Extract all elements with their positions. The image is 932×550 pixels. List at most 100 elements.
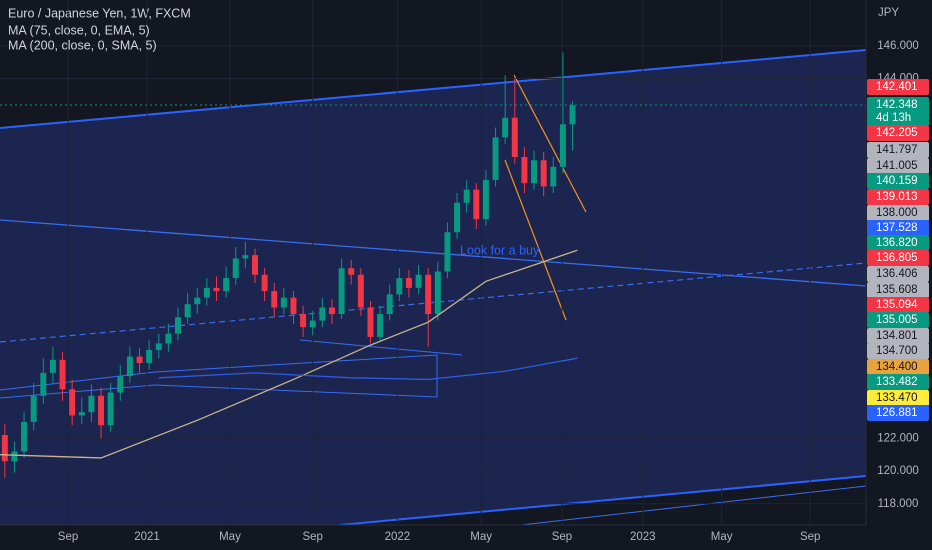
y-tick-label: 118.000 [878, 498, 919, 510]
price-tag-label: 142.401 [876, 81, 918, 93]
candle-body [367, 307, 374, 337]
chart-title: Euro / Japanese Yen, 1W, FXCM [8, 6, 191, 20]
candle-body [492, 137, 499, 180]
x-tick-label: 2022 [385, 531, 411, 543]
candle-body [319, 307, 326, 321]
candle-body [482, 179, 489, 220]
price-tag [867, 312, 929, 328]
candle-body [377, 314, 384, 337]
y-tick-label: 120.000 [877, 465, 919, 477]
price-tag [867, 235, 929, 251]
price-tag-label: 140.159 [876, 175, 918, 187]
candle-body [146, 350, 153, 364]
price-tag-label: 134.400 [876, 361, 918, 373]
candle-body [473, 189, 480, 220]
price-tag-label: 138.000 [876, 207, 918, 219]
x-tick-label: 2021 [134, 531, 160, 543]
x-tick-label: Sep [58, 531, 78, 543]
price-tag [867, 374, 929, 390]
price-tag-label: 136.406 [876, 268, 918, 280]
price-tag-label: 141.005 [876, 160, 918, 172]
candle-body [521, 157, 528, 184]
candle-body [328, 307, 335, 315]
candle-body [49, 359, 56, 373]
price-tag-label: 126.881 [876, 407, 918, 419]
candle-body [540, 160, 547, 187]
candle-body [165, 333, 172, 344]
candle-body [531, 160, 538, 184]
candle-body [444, 232, 451, 272]
price-tag [867, 173, 929, 189]
axis-label: JPY [878, 7, 899, 19]
price-tag-label: 136.805 [876, 252, 918, 264]
channel-fill [0, 50, 866, 525]
price-tag [867, 97, 929, 126]
candle-body [261, 274, 268, 292]
y-tick-label: 122.000 [877, 432, 919, 444]
candle-body [213, 287, 220, 292]
price-tag-label: 142.348 [876, 99, 918, 111]
candle-body [21, 421, 28, 452]
candle-body [194, 297, 201, 305]
x-tick-label: Sep [552, 531, 572, 543]
candle-body [30, 395, 37, 422]
candle-body [357, 274, 364, 308]
channel-bottom [339, 475, 866, 525]
candle-body [502, 117, 509, 138]
candle-body [569, 105, 576, 125]
candle-body [252, 255, 258, 275]
price-tag [867, 266, 929, 282]
candle-body [88, 395, 95, 413]
candle-body [454, 202, 461, 233]
candle-body [309, 320, 316, 328]
candle-body [550, 166, 557, 187]
x-tick-label: Sep [302, 531, 322, 543]
price-tag-label: 133.470 [876, 392, 918, 404]
price-tag-label: 134.801 [876, 330, 918, 342]
price-tag [867, 158, 929, 174]
candle-body [117, 376, 124, 393]
candle-body [1, 435, 8, 462]
price-tag-label: 139.013 [876, 191, 918, 203]
x-tick-label: May [711, 531, 733, 543]
candle-body [69, 389, 76, 416]
price-tag [867, 250, 929, 266]
candle-body [463, 189, 470, 203]
candle-body [98, 395, 105, 426]
price-tag-label: 134.700 [876, 345, 918, 357]
price-tag [867, 390, 929, 406]
wedge-line [513, 74, 587, 213]
wedge-line [504, 159, 567, 321]
x-tick-label: Sep [800, 531, 820, 543]
candle-body [338, 268, 345, 315]
candle-body [126, 356, 133, 377]
price-tag-label: 135.094 [876, 299, 918, 311]
price-tag [867, 328, 929, 344]
candle-body [203, 287, 210, 298]
price-tag-label: 141.797 [876, 144, 918, 156]
candle-body [155, 343, 162, 350]
candle-body [434, 271, 441, 315]
price-tag [867, 282, 929, 298]
candle-body [511, 117, 518, 158]
price-tag [867, 205, 929, 221]
price-tag [867, 359, 929, 375]
candle-body [415, 274, 422, 288]
price-tag-label: 142.205 [876, 127, 918, 139]
candle-body [232, 258, 239, 279]
candle-body [136, 356, 143, 364]
candle-body [300, 314, 307, 328]
plot [0, 0, 866, 525]
candle-body [40, 372, 47, 396]
candle-body [396, 278, 403, 295]
candle-body [386, 294, 393, 315]
legend-entry: MA (200, close, 0, SMA, 5) [8, 38, 157, 52]
price-tag-label: 136.820 [876, 237, 918, 249]
x-tick-label: May [219, 531, 241, 543]
candle-body [425, 274, 432, 315]
price-tag [867, 297, 929, 313]
candle-body [59, 359, 66, 390]
candle-body [242, 255, 249, 259]
range-line [299, 339, 463, 356]
